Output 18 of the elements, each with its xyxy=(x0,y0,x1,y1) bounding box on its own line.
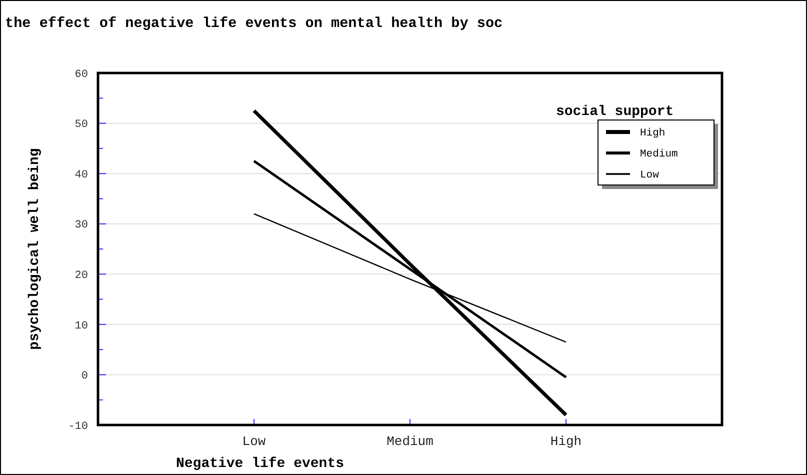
y-tick-label: 50 xyxy=(74,119,88,132)
y-tick-label: -10 xyxy=(68,420,88,433)
x-tick-label: Low xyxy=(242,434,266,449)
legend-label: Medium xyxy=(640,148,678,161)
x-tick-label: Medium xyxy=(386,434,434,449)
legend-label: High xyxy=(640,128,666,140)
legend-title: social support xyxy=(556,104,674,120)
y-tick-label: 0 xyxy=(81,370,88,383)
chart-title: the effect of negative life events on mental health by soc xyxy=(5,16,503,32)
y-axis-title: psychological well being xyxy=(27,148,43,350)
x-axis-title: Negative life events xyxy=(176,456,344,472)
x-tick-label: High xyxy=(550,434,582,449)
y-tick-label: 60 xyxy=(74,68,88,81)
y-tick-label: 20 xyxy=(74,270,88,282)
y-tick-label: 40 xyxy=(74,169,88,182)
y-tick-label: 30 xyxy=(74,220,88,232)
y-tick-label: 10 xyxy=(74,320,88,332)
legend-label: Low xyxy=(640,170,660,182)
